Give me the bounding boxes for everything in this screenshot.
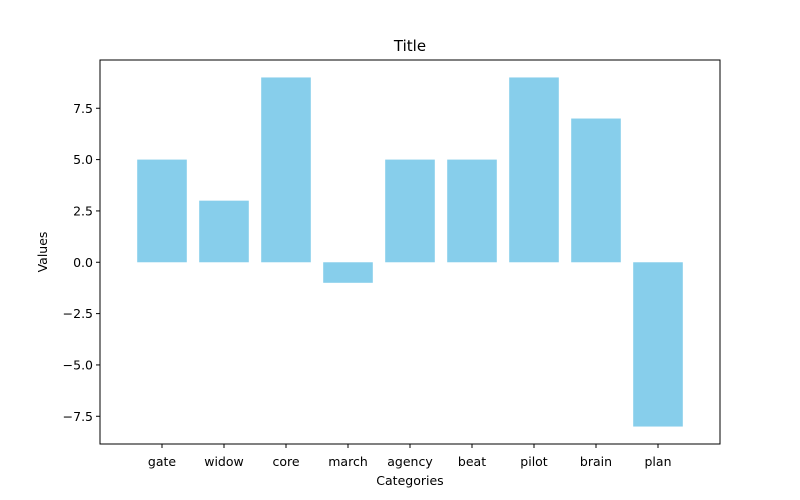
x-tick-label-gate: gate bbox=[148, 454, 176, 469]
plot-frame bbox=[99, 59, 721, 445]
bar-plan bbox=[633, 262, 683, 427]
y-tick-label: −2.5 bbox=[63, 306, 93, 321]
y-tick-label: −5.0 bbox=[63, 357, 93, 372]
x-tick-label-plan: plan bbox=[645, 454, 672, 469]
y-tick-label: 5.0 bbox=[73, 152, 93, 167]
bar-widow bbox=[199, 200, 249, 263]
x-tick-label-brain: brain bbox=[580, 454, 612, 469]
y-tick-label: 2.5 bbox=[73, 203, 93, 218]
x-axis-title: Categories bbox=[376, 473, 443, 488]
bar-pilot bbox=[509, 77, 559, 263]
bar-beat bbox=[447, 159, 497, 263]
y-axis-ticks: −7.5 −5.0 −2.5 0.0 2.5 5.0 7.5 bbox=[63, 101, 100, 424]
bars-group bbox=[137, 77, 683, 427]
x-tick-label-march: march bbox=[328, 454, 368, 469]
y-tick-label: −7.5 bbox=[63, 409, 93, 424]
bar-agency bbox=[385, 159, 435, 263]
x-tick-label-core: core bbox=[272, 454, 299, 469]
bar-gate bbox=[137, 159, 187, 263]
y-axis-title: Values bbox=[35, 232, 50, 273]
y-tick-label: 0.0 bbox=[73, 255, 93, 270]
x-tick-label-widow: widow bbox=[204, 454, 244, 469]
y-tick-label: 7.5 bbox=[73, 101, 93, 116]
bar-march bbox=[323, 262, 373, 283]
chart-title: Title bbox=[393, 37, 426, 55]
x-tick-label-beat: beat bbox=[458, 454, 486, 469]
x-tick-label-pilot: pilot bbox=[520, 454, 548, 469]
bar-core bbox=[261, 77, 311, 263]
bar-brain bbox=[571, 118, 621, 263]
x-axis-ticks: gate widow core march agency beat pilot brain pl… bbox=[148, 444, 672, 469]
x-tick-label-agency: agency bbox=[387, 454, 433, 469]
